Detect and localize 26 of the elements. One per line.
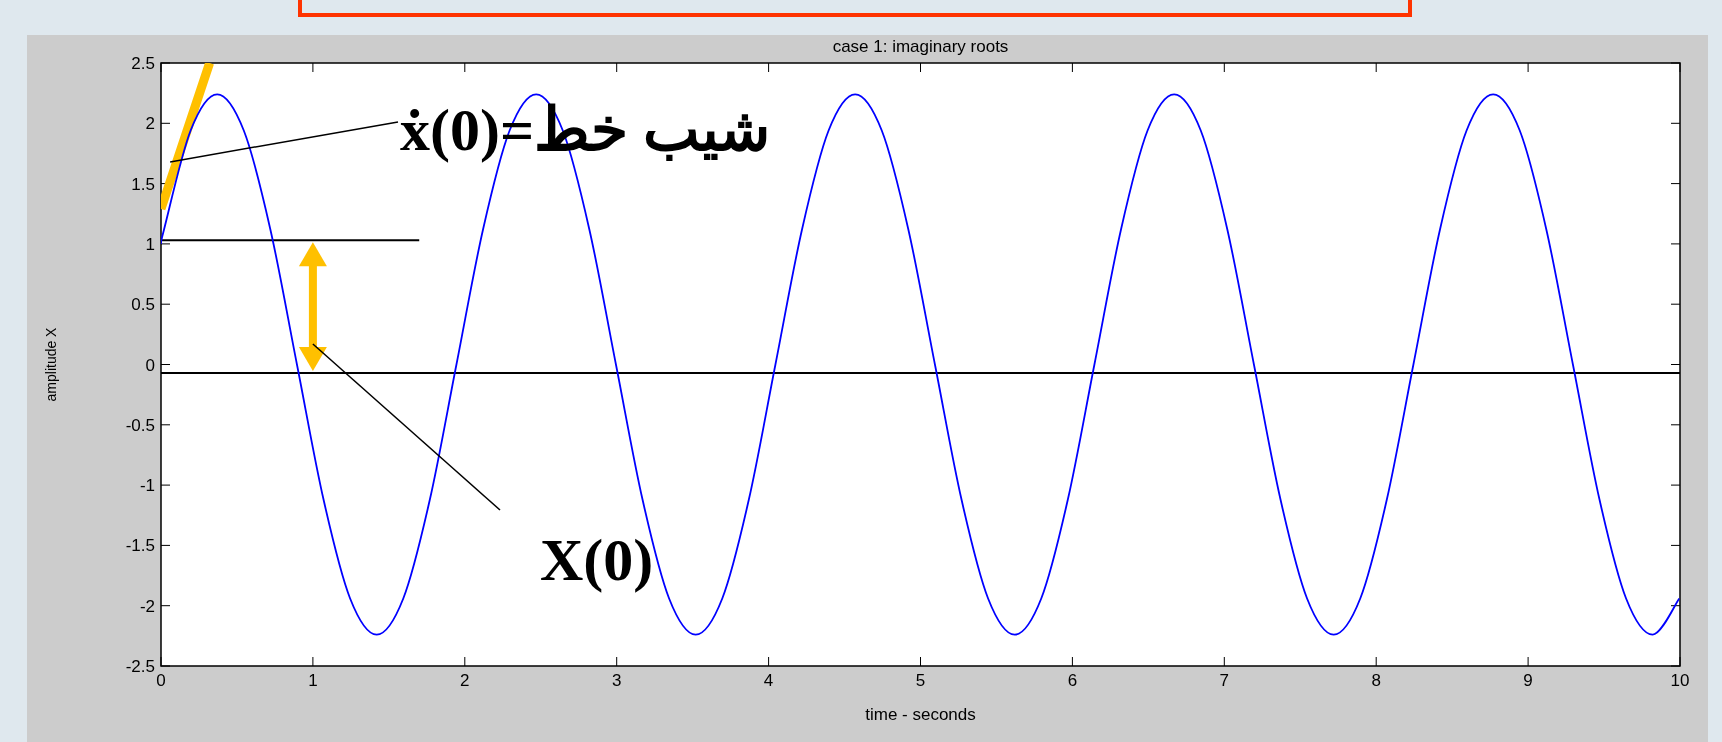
y-tick-label: -1 bbox=[139, 476, 155, 496]
y-tick-label: -2 bbox=[139, 596, 155, 616]
x-tick-label: 6 bbox=[1067, 671, 1078, 690]
x-tick-label: 3 bbox=[611, 671, 622, 690]
x-tick-label: 2 bbox=[460, 671, 470, 690]
y-axis-title: amplitude X bbox=[43, 326, 59, 402]
annotation: X(0) bbox=[540, 527, 654, 593]
x-tick-label: 1 bbox=[308, 671, 318, 690]
y-tick-label: -0.5 bbox=[125, 415, 155, 435]
x-tick-label: 8 bbox=[1371, 671, 1381, 690]
x-tick-label: 7 bbox=[1219, 671, 1230, 690]
y-tick-label: 1.5 bbox=[131, 174, 155, 194]
y-tick-label: 2.5 bbox=[131, 54, 155, 73]
chart-title: case 1: imaginary roots bbox=[832, 37, 1009, 56]
y-tick-label: 1 bbox=[145, 234, 155, 254]
y-tick-label: 0 bbox=[145, 355, 155, 375]
line-series bbox=[161, 93, 1680, 636]
x-tick-label: 10 bbox=[1670, 671, 1690, 690]
y-tick-label: -1.5 bbox=[125, 536, 155, 556]
y-tick-label: 2 bbox=[145, 114, 155, 134]
y-tick-label: -2.5 bbox=[125, 657, 155, 676]
x-tick-label: 5 bbox=[915, 671, 926, 690]
y-tick-label: 0.5 bbox=[131, 295, 155, 315]
x-tick-label: 9 bbox=[1523, 671, 1533, 690]
x-axis-title: time - seconds bbox=[865, 705, 976, 724]
x-tick-label: 4 bbox=[763, 671, 774, 690]
